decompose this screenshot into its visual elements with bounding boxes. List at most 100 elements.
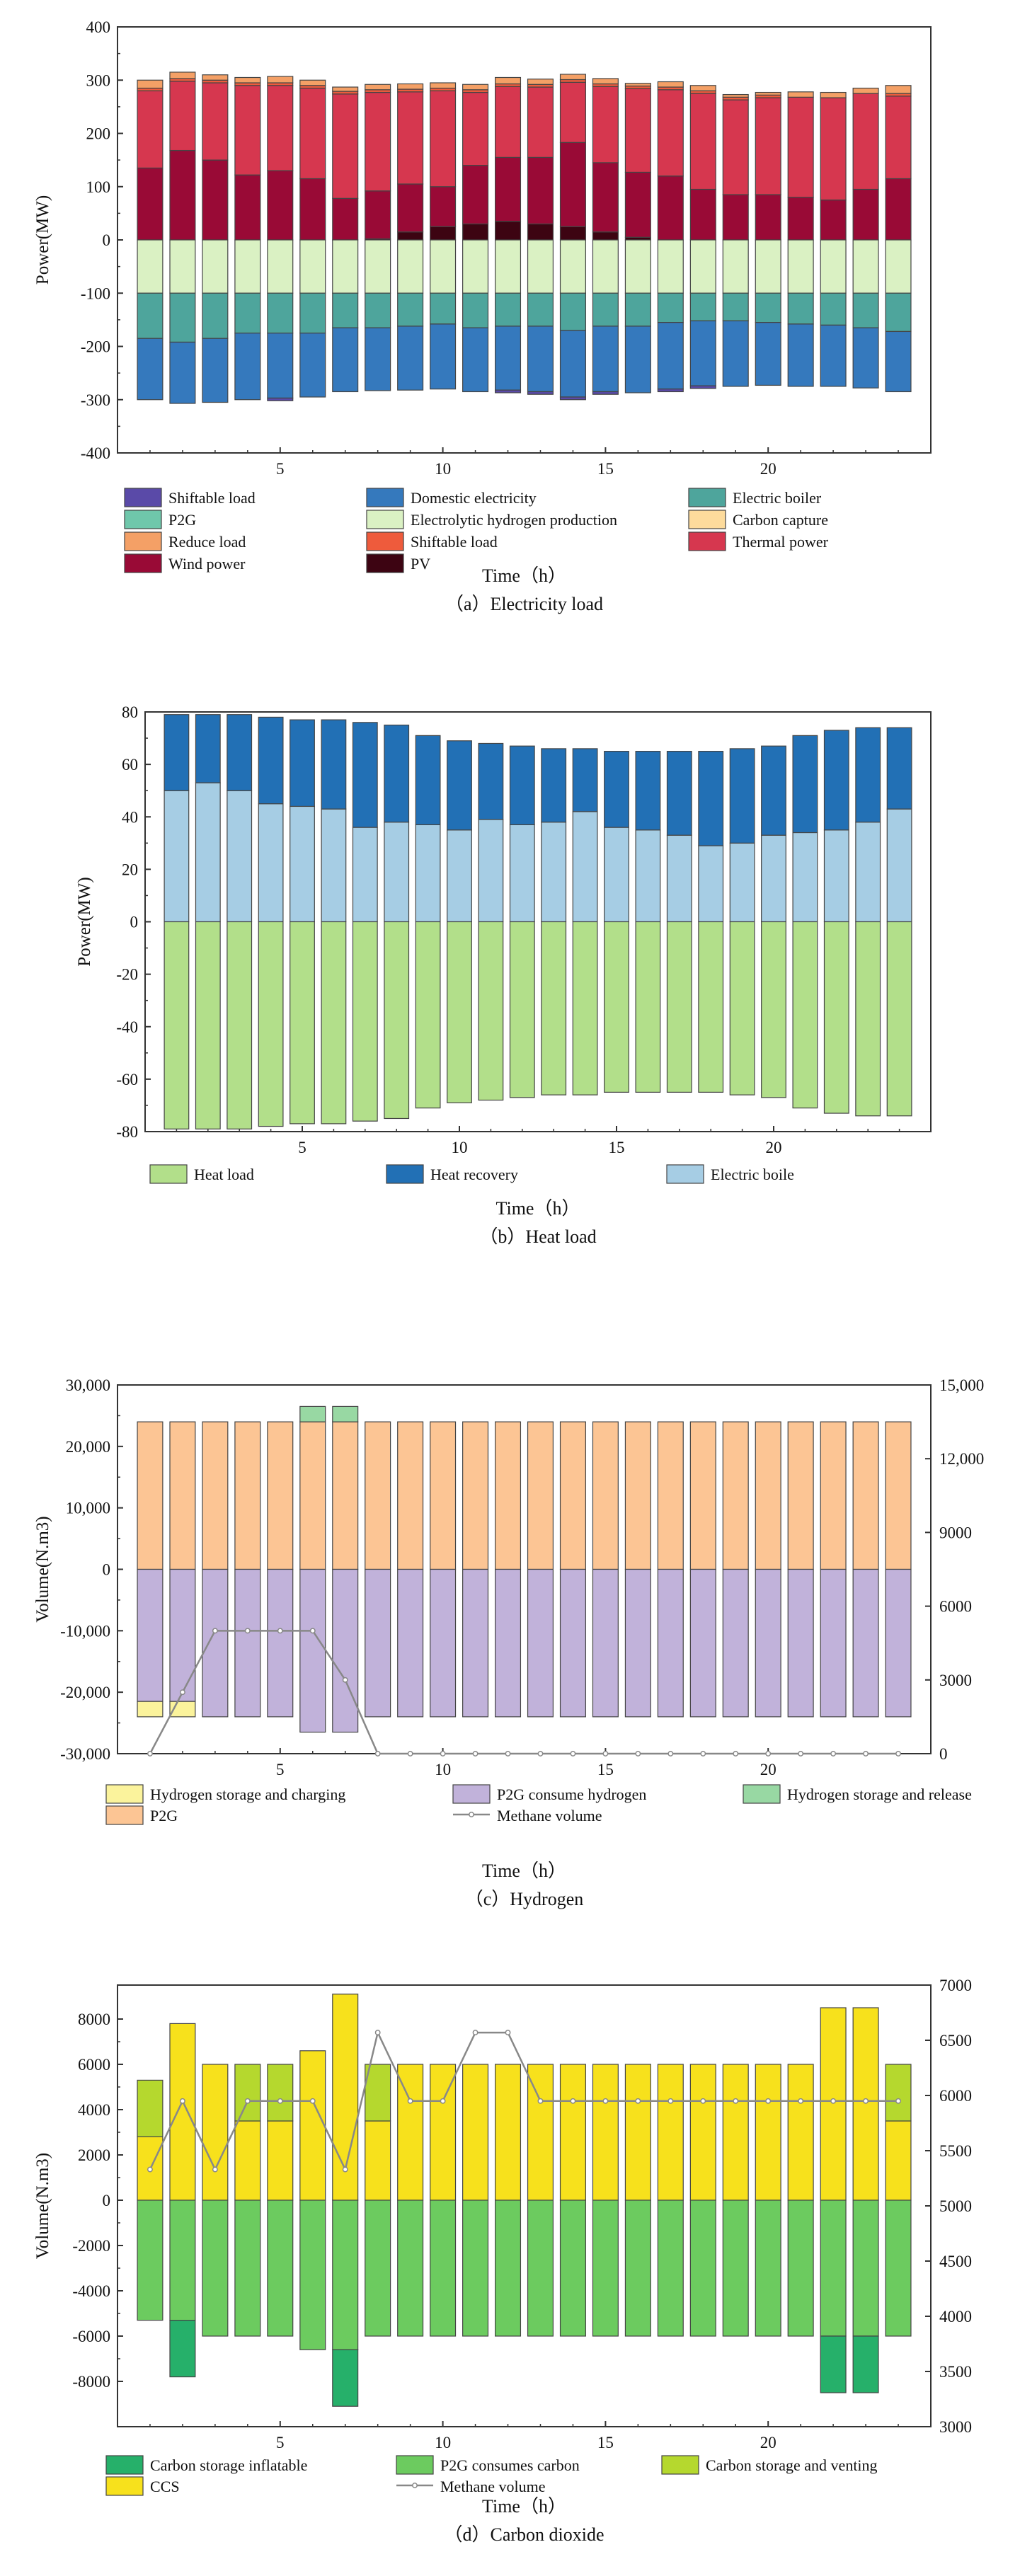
bar-segment: [397, 239, 424, 294]
bar-segment: [792, 921, 818, 1109]
methane-volume-point: [667, 1751, 674, 1756]
y-tick-label: 400: [86, 18, 111, 36]
x-tick-label: 15: [597, 1761, 614, 1778]
bar-segment: [820, 239, 847, 294]
methane-volume-point: [407, 2098, 413, 2104]
x-tick-label: 20: [760, 2434, 777, 2451]
bar-segment: [169, 239, 196, 294]
bar-segment: [820, 199, 847, 241]
legend-label: Heat recovery: [430, 1166, 518, 1183]
bar-segment: [787, 2064, 814, 2201]
bar-segment: [624, 326, 651, 393]
bar-segment: [787, 91, 814, 98]
legend-swatch: [688, 510, 726, 529]
legend-line-marker: [412, 2483, 418, 2488]
bar-segment: [478, 921, 504, 1101]
methane-volume-point: [472, 2030, 479, 2036]
bar-segment: [885, 1421, 912, 1570]
methane-volume-point: [179, 1689, 185, 1696]
bar-segment: [855, 822, 881, 923]
y-tick-label: -60: [116, 1071, 138, 1088]
methane-volume-point: [179, 2098, 185, 2104]
bar-segment: [430, 292, 457, 325]
bar-segment: [722, 239, 749, 294]
methane-volume-point: [570, 1751, 576, 1756]
bar-segment: [137, 292, 164, 339]
bar-segment: [447, 740, 472, 831]
bar-segment: [755, 1568, 781, 1718]
x-axis-label: Time（h）: [482, 1861, 566, 1881]
bar-segment: [447, 829, 472, 923]
bar-segment: [365, 2120, 391, 2201]
bar-segment: [559, 2064, 586, 2201]
bar-segment: [657, 322, 684, 390]
bar-segment: [541, 822, 567, 923]
bar-segment: [462, 2200, 489, 2337]
y-tick-label: 100: [86, 178, 111, 196]
bar-segment: [852, 1421, 879, 1570]
bar-segment: [234, 239, 261, 294]
bar-segment: [722, 99, 749, 195]
bar-segment: [527, 79, 554, 85]
methane-volume-point: [440, 2098, 446, 2104]
bar-segment: [494, 86, 522, 158]
bar-segment: [164, 790, 190, 923]
bar-segment: [430, 2064, 457, 2201]
bar-segment: [698, 750, 724, 846]
bar-segment: [447, 921, 472, 1103]
bar-segment: [321, 808, 347, 923]
bar-segment: [559, 1421, 586, 1570]
y-tick-label: 10,000: [66, 1500, 110, 1517]
bar-segment: [299, 1405, 326, 1422]
bar-segment: [202, 1568, 229, 1718]
bar-segment: [572, 748, 598, 812]
bar-segment: [365, 327, 391, 391]
legend-swatch: [366, 488, 404, 507]
chart-caption: （a）Electricity load: [445, 594, 603, 614]
bar-segment: [527, 1568, 554, 1718]
bar-segment: [657, 89, 684, 177]
bar-segment: [267, 1421, 294, 1570]
bar-segment: [137, 1421, 164, 1570]
bar-segment: [494, 1568, 522, 1718]
methane-volume-point: [537, 2098, 544, 2104]
x-tick-label: 15: [597, 2434, 614, 2451]
bar-segment: [202, 338, 229, 403]
legend-label: Carbon storage and venting: [706, 2456, 878, 2474]
y-tick-label: 0: [103, 2192, 111, 2209]
methane-volume-point: [505, 2030, 511, 2036]
bar-segment: [787, 292, 814, 325]
bar-segment: [234, 174, 261, 241]
bar-segment: [852, 87, 879, 94]
y2-tick-label: 4500: [939, 2253, 972, 2270]
bar-segment: [299, 292, 326, 334]
bar-segment: [527, 2200, 554, 2337]
bar-segment: [624, 2064, 651, 2201]
y-tick-label: -300: [81, 391, 110, 409]
bar-segment: [761, 745, 786, 836]
bar-segment: [689, 188, 716, 241]
bar-segment: [689, 1568, 716, 1718]
bar-segment: [299, 2200, 326, 2350]
bar-segment: [729, 748, 755, 844]
legend-label: PV: [411, 555, 430, 573]
legend-swatch: [688, 488, 726, 507]
bar-segment: [657, 2200, 684, 2337]
bar-segment: [761, 834, 786, 923]
bar-segment: [299, 239, 326, 294]
bar-segment: [527, 156, 554, 225]
bar-segment: [698, 845, 724, 923]
bar-segment: [137, 239, 164, 294]
y2-tick-label: 3000: [939, 1672, 972, 1689]
bar-segment: [202, 159, 229, 241]
methane-volume-point: [342, 2166, 348, 2173]
bar-segment: [559, 74, 586, 81]
bar-segment: [689, 239, 716, 294]
bar-segment: [852, 327, 879, 389]
bar-segment: [227, 714, 253, 791]
bar-segment: [624, 171, 651, 238]
bar-segment: [384, 921, 410, 1120]
legend-label: Domestic electricity: [411, 489, 537, 507]
bar-segment: [195, 782, 221, 923]
legend-swatch: [366, 553, 404, 573]
